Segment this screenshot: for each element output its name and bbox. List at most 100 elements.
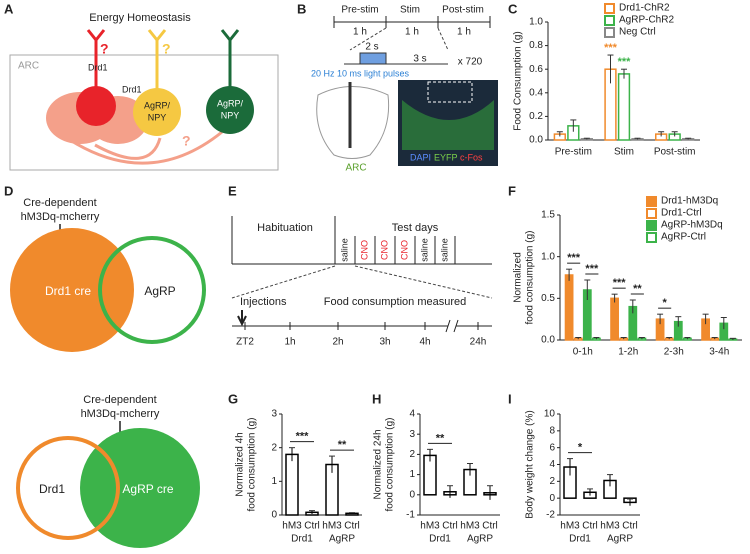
significance: ** bbox=[436, 432, 445, 444]
panel-letter: H bbox=[372, 391, 381, 406]
projection bbox=[69, 130, 223, 165]
x-tick-label: 0-1h bbox=[573, 347, 593, 358]
y-tick-label: 1 bbox=[271, 476, 277, 487]
x-tick-label: Ctrl bbox=[344, 521, 360, 532]
venn-circle bbox=[16, 436, 120, 540]
zoom-lines bbox=[349, 27, 449, 51]
venn-label: Drd1 bbox=[39, 482, 65, 496]
pulse bbox=[359, 52, 387, 65]
y-tick-label: -2 bbox=[546, 510, 555, 521]
y-tick-label: 2 bbox=[271, 442, 277, 453]
legend-swatch bbox=[646, 196, 657, 207]
venn-circle bbox=[98, 236, 206, 344]
y-tick-label: 0.5 bbox=[541, 293, 555, 304]
significance: * bbox=[663, 297, 668, 309]
y-axis-label: food consumption (g) bbox=[247, 418, 258, 512]
bar bbox=[610, 297, 619, 341]
group-label: Drd1 bbox=[429, 534, 451, 545]
legend-label: AgRP-ChR2 bbox=[619, 15, 674, 26]
venn-label: AgRP bbox=[144, 284, 175, 298]
duration-label: 1 h bbox=[405, 27, 419, 38]
virus-label: Cre-dependent bbox=[83, 394, 156, 406]
y-tick-label: 0 bbox=[549, 493, 555, 504]
stain-label: DAPI bbox=[410, 152, 431, 162]
y-tick-label: 2 bbox=[549, 476, 555, 487]
y-tick-label: 0.6 bbox=[529, 64, 543, 75]
x-tick-label: 1-2h bbox=[618, 347, 638, 358]
x-tick-label: hM3 bbox=[460, 521, 480, 532]
panel-b: Pre-stim Stim Post-stim 1 h 1 h 1 h 2 s … bbox=[311, 5, 498, 174]
significance: ** bbox=[338, 439, 347, 451]
x-tick-label: hM3 bbox=[282, 521, 302, 532]
panel-letter: F bbox=[508, 183, 516, 198]
pulse-off: 3 s bbox=[413, 54, 426, 65]
y-tick-label: 0.0 bbox=[541, 335, 555, 346]
y-tick-label: 10 bbox=[544, 409, 556, 420]
panel-title: Energy Homeostasis bbox=[89, 12, 191, 24]
panel-letter: D bbox=[4, 183, 13, 198]
region-label: ARC bbox=[345, 163, 366, 174]
panel-letter: B bbox=[297, 1, 306, 16]
x-tick-label: Stim bbox=[614, 147, 634, 158]
duration-label: 1 h bbox=[353, 27, 367, 38]
legend-label: Neg Ctrl bbox=[619, 27, 656, 38]
phase-label: Habituation bbox=[257, 222, 313, 234]
inset-box bbox=[427, 81, 473, 103]
panel-letter: C bbox=[508, 1, 518, 16]
receptor-label: Drd1 bbox=[88, 62, 108, 72]
injection-label: CNO bbox=[379, 240, 389, 260]
neuron-label: NPY bbox=[221, 110, 240, 120]
injection-label: CNO bbox=[359, 240, 369, 260]
y-tick-label: 1 bbox=[409, 469, 415, 480]
phase-label: Stim bbox=[400, 5, 420, 16]
terminal bbox=[86, 29, 106, 43]
panel-letter: I bbox=[508, 391, 512, 406]
receptor-label: Drd1 bbox=[122, 84, 142, 94]
group-label: Drd1 bbox=[291, 534, 313, 545]
group-label: AgRP bbox=[607, 534, 633, 545]
x-tick-label: Pre-stim bbox=[555, 147, 592, 158]
panel-a: Energy Homeostasis ARC Drd1 Drd1 AgRP/ N… bbox=[9, 12, 279, 171]
terminal bbox=[147, 29, 167, 43]
panel-letter: G bbox=[228, 391, 238, 406]
stain-label: EYFP bbox=[434, 152, 458, 162]
y-tick-label: 8 bbox=[549, 425, 555, 436]
y-axis-label: Body weight change (%) bbox=[525, 410, 536, 518]
legend-label: Drd1-ChR2 bbox=[619, 3, 670, 14]
virus-label: Cre-dependent bbox=[23, 197, 96, 209]
injection-label: CNO bbox=[399, 240, 409, 260]
virus-label: hM3Dq-mcherry bbox=[21, 211, 100, 223]
significance: *** bbox=[613, 277, 627, 289]
bar bbox=[564, 274, 574, 341]
y-tick-label: 2 bbox=[409, 449, 415, 460]
x-tick-label: hM3 bbox=[420, 521, 440, 532]
neuron bbox=[76, 86, 116, 126]
timeline-ticks bbox=[231, 216, 456, 264]
legend-label: AgRP-hM3Dq bbox=[661, 220, 723, 231]
x-tick-label: 2-3h bbox=[664, 347, 684, 358]
y-tick-label: 3 bbox=[271, 409, 277, 420]
y-tick-label: 0.8 bbox=[529, 40, 543, 51]
y-tick-label: 0.4 bbox=[529, 87, 543, 98]
question-mark: ? bbox=[182, 133, 191, 149]
y-tick-label: 4 bbox=[409, 409, 415, 420]
significance: *** bbox=[604, 42, 618, 54]
neuron-label: AgRP/ bbox=[144, 100, 171, 110]
y-tick-label: 1.0 bbox=[529, 17, 543, 28]
legend-label: Drd1-hM3Dq bbox=[661, 196, 718, 207]
bar bbox=[285, 453, 299, 516]
panel-letter: E bbox=[228, 183, 237, 198]
question-mark: ? bbox=[162, 41, 171, 57]
x-tick-label: Ctrl bbox=[482, 521, 498, 532]
significance: *** bbox=[585, 263, 599, 275]
y-tick-label: 0 bbox=[409, 489, 415, 500]
significance: *** bbox=[567, 252, 581, 264]
y-axis-label: Food Consumption (g) bbox=[513, 31, 524, 131]
y-tick-label: 1.0 bbox=[541, 251, 555, 262]
measure-label: Food consumption measured bbox=[324, 296, 466, 308]
x-tick-label: Post-stim bbox=[654, 147, 696, 158]
phase-label: Post-stim bbox=[442, 5, 484, 16]
significance: * bbox=[578, 442, 583, 454]
y-tick-label: 0 bbox=[271, 510, 277, 521]
stimulus-label: 20 Hz 10 ms light pulses bbox=[311, 68, 410, 78]
